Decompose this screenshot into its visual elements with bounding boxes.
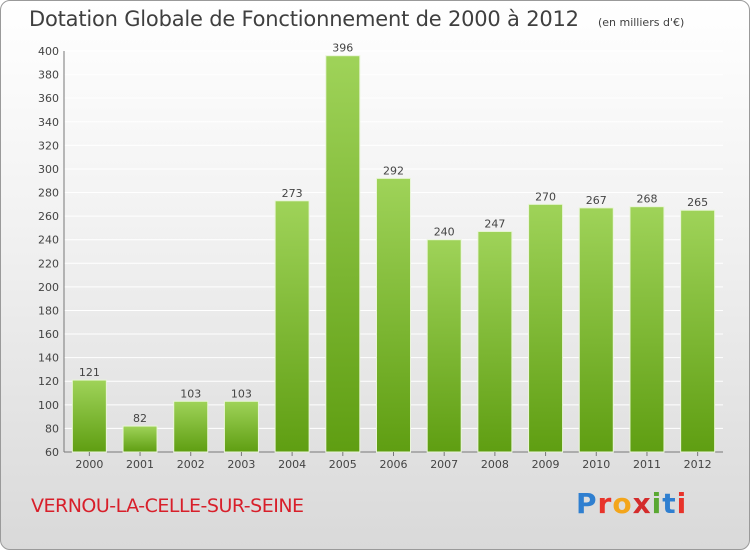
brand-letter: t [662,487,677,520]
x-tick-label: 2010 [582,458,610,471]
x-tick-label: 2009 [532,458,560,471]
x-tick-label: 2005 [329,458,357,471]
bar-value-label: 103 [231,387,252,400]
y-tick-label: 140 [38,352,59,365]
y-tick-label: 340 [38,116,59,129]
y-tick-label: 320 [38,139,59,152]
bar-value-label: 82 [133,412,147,425]
y-tick-label: 400 [38,45,59,58]
y-tick-label: 80 [45,422,59,435]
y-tick-label: 280 [38,187,59,200]
x-tick-label: 2000 [75,458,103,471]
chart-title: Dotation Globale de Fonctionnement de 20… [29,7,579,31]
bar-value-label: 121 [79,366,100,379]
bar-value-label: 273 [282,187,303,200]
bar [173,400,209,453]
y-tick-label: 180 [38,304,59,317]
y-tick-label: 240 [38,234,59,247]
bar [122,425,158,453]
town-name: VERNOU-LA-CELLE-SUR-SEINE [31,495,304,517]
y-tick-label: 120 [38,375,59,388]
x-tick-label: 2001 [126,458,154,471]
bar [223,400,259,453]
bar [629,206,665,453]
x-tick-label: 2011 [633,458,661,471]
bar [71,379,107,453]
bar-value-label: 103 [180,387,201,400]
x-tick-label: 2004 [278,458,306,471]
bar [325,55,361,453]
bar-value-label: 270 [535,190,556,203]
brand-letter: i [651,487,663,520]
bar [376,177,411,453]
y-tick-label: 380 [38,69,59,82]
brand-letter: i [676,487,688,520]
bar-value-label: 267 [586,194,607,207]
bar [477,230,513,453]
brand-letter: x [632,487,652,520]
x-tick-label: 2002 [177,458,205,471]
bar-value-label: 247 [484,217,505,230]
y-tick-label: 160 [38,328,59,341]
proxiti-logo[interactable]: Proxiti [576,487,687,520]
x-tick-label: 2003 [227,458,255,471]
bar-value-label: 265 [687,196,708,209]
y-tick-label: 260 [38,210,59,223]
x-tick-label: 2006 [380,458,408,471]
brand-letter: o [612,487,633,520]
brand-letter: P [576,487,598,520]
x-tick-label: 2007 [430,458,458,471]
bar [528,203,564,453]
x-tick-label: 2012 [684,458,712,471]
bar-value-label: 240 [434,226,455,239]
bar [426,239,462,453]
bar-value-label: 268 [636,193,657,206]
x-tick-label: 2008 [481,458,509,471]
bar [680,209,716,453]
brand-letter: r [597,487,613,520]
bar-value-label: 396 [332,42,353,55]
y-tick-label: 300 [38,163,59,176]
chart-unit: (en milliers d'€) [597,16,685,29]
title-block: Dotation Globale de Fonctionnement de 20… [29,7,684,31]
bar [578,207,614,453]
y-tick-label: 200 [38,281,59,294]
y-tick-label: 60 [45,446,59,459]
y-tick-label: 220 [38,257,59,270]
y-tick-label: 360 [38,92,59,105]
bar-value-label: 292 [383,164,404,177]
y-tick-label: 100 [38,399,59,412]
bar [274,200,310,453]
